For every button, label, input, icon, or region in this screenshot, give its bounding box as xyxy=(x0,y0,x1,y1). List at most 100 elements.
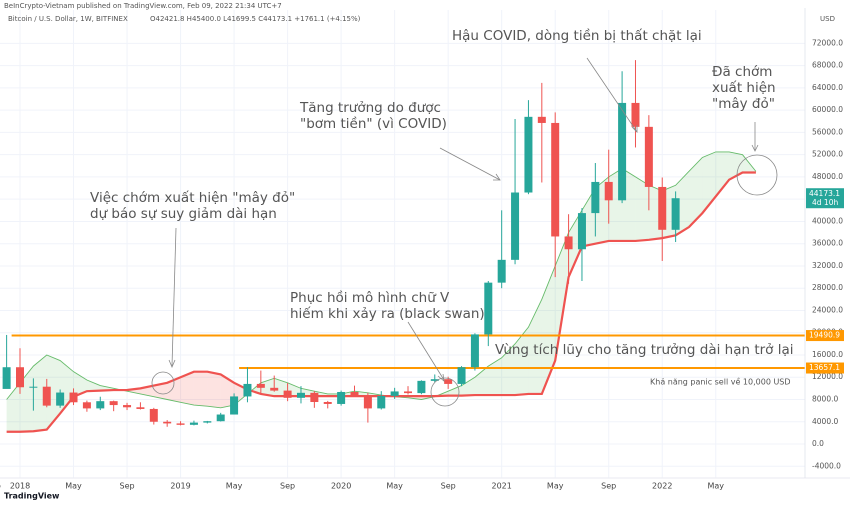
candle-body xyxy=(350,391,359,397)
annotation: hiếm khi xảy ra (black swan) xyxy=(290,305,485,322)
cloud-fill xyxy=(33,354,47,432)
candle-body xyxy=(69,392,78,403)
level-label: 19490.9 xyxy=(809,331,840,340)
candle-body xyxy=(363,396,372,409)
countdown: 4d 10h xyxy=(812,198,838,207)
y-tick-label: 68000.0 xyxy=(812,61,843,70)
level-label-box xyxy=(806,330,844,342)
cloud-fill xyxy=(260,378,275,397)
candle-body xyxy=(310,392,319,403)
y-tick-label: 16000.0 xyxy=(812,350,843,359)
annotation: Việc chớm xuất hiện "mây đỏ" xyxy=(90,190,295,206)
candle-body xyxy=(577,213,586,250)
candle-body xyxy=(417,380,426,394)
annotation: Vùng tích lũy cho tăng trưởng dài hạn tr… xyxy=(495,342,794,358)
candle-body xyxy=(618,102,627,201)
y-tick-label: 0.0 xyxy=(812,439,824,448)
candle-body xyxy=(591,181,600,214)
cloud-fill xyxy=(635,176,649,241)
annotation: Tăng trưởng do được xyxy=(299,100,441,116)
candle-body xyxy=(484,282,493,335)
candle-body xyxy=(96,401,105,409)
cloud-fill xyxy=(474,366,489,396)
y-tick-label: 36000.0 xyxy=(812,239,843,248)
annotation: dự báo sự suy giảm dài hạn xyxy=(90,206,277,222)
cloud-fill xyxy=(461,377,475,396)
arrow xyxy=(439,147,501,181)
x-tick-label: May xyxy=(386,482,403,491)
candle-body xyxy=(470,334,479,368)
candle-body xyxy=(658,186,667,230)
candle-body xyxy=(29,386,38,388)
candle-body xyxy=(537,116,546,123)
cloud-fill xyxy=(515,327,529,396)
annotation: Phục hồi mô hình chữ V xyxy=(290,289,450,306)
y-tick-label: 40000.0 xyxy=(812,216,843,225)
candle-body xyxy=(203,421,212,423)
candle-body xyxy=(296,392,305,398)
cloud-fill xyxy=(541,265,556,394)
candle-body xyxy=(404,391,413,394)
candle-body xyxy=(444,379,453,384)
annotation: "bơm tiền" (vì COVID) xyxy=(300,115,447,132)
y-tick-label: 24000.0 xyxy=(812,305,843,314)
arrow xyxy=(171,227,177,367)
candle-body xyxy=(109,401,118,406)
highlight-circle xyxy=(151,371,175,395)
publisher: BeInCrypto-Vietnam published on TradingV… xyxy=(4,2,282,10)
candle-body xyxy=(270,387,279,391)
y-tick-label: 64000.0 xyxy=(812,83,843,92)
candle-body xyxy=(631,102,640,127)
y-tick-label: 28000.0 xyxy=(812,283,843,292)
annotation: Khả năng panic sell về 10,000 USD xyxy=(650,377,791,387)
candles xyxy=(2,60,680,427)
level-label: 13657.1 xyxy=(809,363,840,372)
x-tick-label: Sep xyxy=(280,482,295,491)
candle-body xyxy=(644,126,653,187)
x-tick-label: 2020 xyxy=(331,482,351,491)
x-tick-label: 2019 xyxy=(170,482,190,491)
cloud-fill xyxy=(86,380,101,392)
x-tick-label: May xyxy=(65,482,82,491)
y-tick-label: 8000.0 xyxy=(812,395,838,404)
cloud-fill xyxy=(153,382,168,400)
ohlc: O42421.8 H45400.0 L41699.5 C44173.1 +176… xyxy=(150,15,361,23)
candle-body xyxy=(256,383,265,388)
cloud-fill xyxy=(6,382,20,432)
candle-body xyxy=(136,407,145,409)
candle-body xyxy=(16,367,24,388)
x-tick-label: 2018 xyxy=(10,482,30,491)
candle-body xyxy=(243,383,252,397)
candle-body xyxy=(430,379,439,381)
annotation: Đã chớm xyxy=(712,64,772,80)
candle-body xyxy=(82,402,91,409)
candle-body xyxy=(511,192,520,260)
x-tick-label: May xyxy=(707,482,724,491)
cloud-fill xyxy=(193,371,208,407)
y-tick-label: 56000.0 xyxy=(812,127,843,136)
y-tick-label: 60000.0 xyxy=(812,105,843,114)
price-label: 44173.1 xyxy=(809,189,840,198)
candle-body xyxy=(163,421,172,424)
candle-body xyxy=(189,422,198,425)
level-label-box xyxy=(806,362,844,374)
cloud-fill xyxy=(702,151,716,214)
x-tick-label: Sep xyxy=(601,482,616,491)
candle-body xyxy=(216,414,225,422)
cloud-fill xyxy=(501,343,516,396)
arrow-head xyxy=(751,144,759,152)
y-tick-label: 48000.0 xyxy=(812,172,843,181)
cloud-fill xyxy=(689,157,703,228)
symbol: Bitcoin / U.S. Dollar, 1W, BITFINEX xyxy=(8,15,128,23)
cloud-fill xyxy=(528,299,542,394)
price-label-box xyxy=(806,188,844,209)
cloud-fill xyxy=(729,151,743,180)
y-tick-label: 52000.0 xyxy=(812,150,843,159)
candle-body xyxy=(149,408,158,422)
y-tick-label: 4000.0 xyxy=(812,417,838,426)
annotation: Hậu COVID, dòng tiền bị thất chặt lại xyxy=(452,27,702,44)
annotation: xuất hiện xyxy=(712,80,776,96)
candle-body xyxy=(377,395,386,409)
